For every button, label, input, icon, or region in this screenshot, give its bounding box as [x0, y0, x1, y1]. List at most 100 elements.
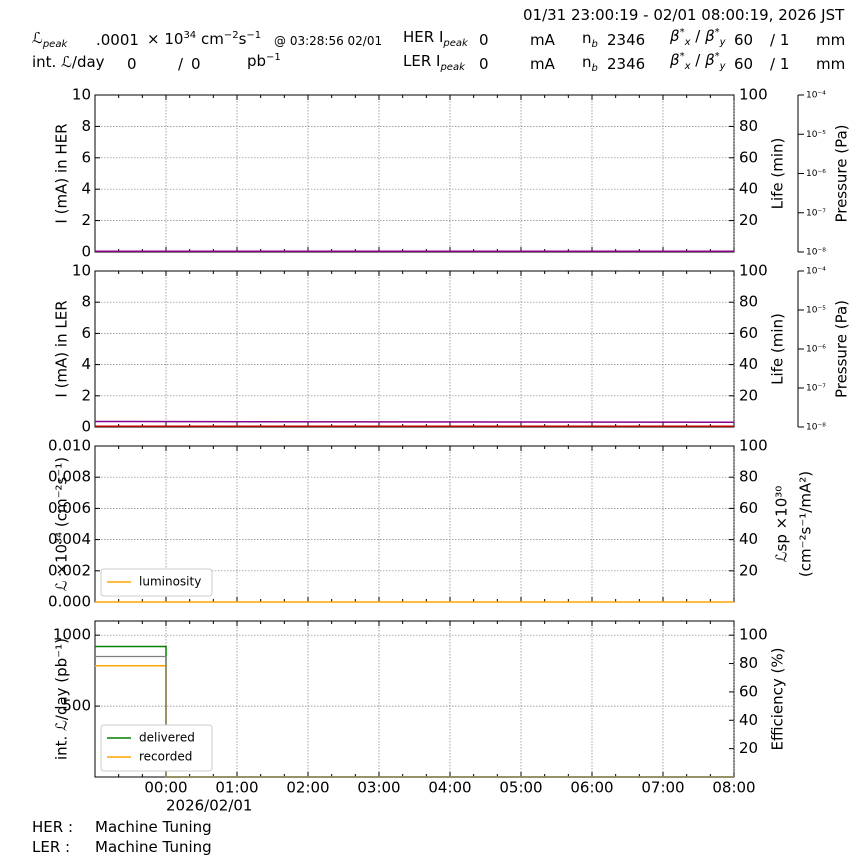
legend-label-recorded: recorded [139, 750, 192, 764]
y-right-tick-label: 60 [739, 148, 758, 166]
y-tick-label: 8 [81, 117, 91, 135]
y-right-tick-label: 60 [739, 682, 758, 700]
x-tick-label: 06:00 [570, 779, 613, 797]
pressure-tick-label: 10⁻⁸ [806, 423, 826, 433]
intl-unit: pb−1 [247, 52, 281, 70]
y-right-tick-label: 80 [739, 468, 758, 486]
y-tick-label: 500 [62, 697, 91, 715]
lpeak-label: ℒpeak [32, 29, 68, 50]
her-beta-unit: mm [816, 31, 846, 49]
x-tick-label: 02:00 [286, 779, 329, 797]
y-axis-label: int. ℒ/day (pb⁻¹) [53, 638, 71, 760]
y-right-tick-label: 80 [739, 293, 758, 311]
ler-beta-x: 60 [734, 55, 754, 73]
her-nb-value: 2346 [607, 31, 646, 49]
pressure-tick-label: 10⁻⁶ [806, 345, 826, 355]
ler-beta-y: / 1 [770, 55, 790, 73]
pressure-tick-label: 10⁻⁵ [806, 130, 826, 140]
her-ipeak-value: 0 [479, 31, 489, 49]
x-tick-label: 07:00 [641, 779, 684, 797]
ler-nb-label: nb [582, 53, 598, 74]
ler-status-value: Machine Tuning [95, 838, 212, 856]
pressure-axis-label: Pressure (Pa) [833, 300, 851, 398]
y-tick-label: 4 [81, 355, 91, 373]
x-tick-label: 01:00 [215, 779, 258, 797]
y-right-axis-label: Efficiency (%) [769, 648, 787, 751]
series-line-ler_current [94, 420, 735, 424]
x-tick-label: 04:00 [428, 779, 471, 797]
y-right-tick-label: 40 [739, 530, 758, 548]
legend-label-luminosity: luminosity [139, 575, 201, 589]
her-beta-y: / 1 [770, 31, 790, 49]
y-axis-label: I (mA) in LER [53, 300, 71, 397]
y-right-tick-label: 60 [739, 324, 758, 342]
y-right-tick-label: 80 [739, 654, 758, 672]
y-right-tick-label: 100 [739, 437, 768, 455]
panel-frame [94, 270, 735, 428]
ler-nb-value: 2346 [607, 55, 646, 73]
y-right-tick-label: 100 [739, 262, 768, 280]
legend-box [100, 568, 213, 597]
intl-value1: 0 [127, 55, 137, 73]
pressure-tick-label: 10⁻⁴ [806, 91, 826, 101]
y-right-tick-label: 20 [739, 561, 758, 579]
y-right-axis-label: ℒsp ×10³⁰ [773, 486, 791, 563]
pressure-axis-label: Pressure (Pa) [833, 124, 851, 222]
y-tick-label: 1000 [53, 626, 91, 644]
y-right-axis-label: Life (min) [769, 313, 787, 385]
her-status-value: Machine Tuning [95, 818, 212, 836]
ler-ipeak-label: LER Ipeak [403, 52, 465, 73]
y-tick-label: 0.002 [48, 561, 91, 579]
y-tick-label: 0.006 [48, 499, 91, 517]
ler-beta-label: β*x / β*y [670, 51, 726, 72]
y-tick-label: 10 [72, 262, 91, 280]
intl-slash: / [178, 55, 184, 73]
y-tick-label: 4 [81, 180, 91, 198]
her-ipeak-unit: mA [530, 31, 555, 49]
x-tick-label: 05:00 [499, 779, 542, 797]
ler-ipeak-unit: mA [530, 55, 555, 73]
y-tick-label: 0.010 [48, 437, 91, 455]
y-tick-label: 0.008 [48, 468, 91, 486]
y-right-tick-label: 20 [739, 211, 758, 229]
time-range: 01/31 23:00:19 - 02/01 08:00:19, 2026 JS… [523, 6, 845, 24]
pressure-tick-label: 10⁻⁶ [806, 169, 826, 179]
pressure-tick-label: 10⁻⁸ [806, 248, 826, 258]
y-right-axis-label: Life (min) [769, 138, 787, 210]
y-right-tick-label: 80 [739, 117, 758, 135]
x-tick-label: 08:00 [712, 779, 755, 797]
lpeak-unit: × 1034 cm−2s−1 [147, 30, 262, 48]
pressure-tick-label: 10⁻⁷ [806, 384, 826, 394]
x-tick-label: 03:00 [357, 779, 400, 797]
intl-value2: 0 [191, 55, 201, 73]
panel-frame [94, 94, 735, 253]
y-tick-label: 0 [81, 418, 91, 436]
lpeak-time: @ 03:28:56 02/01 [274, 34, 383, 48]
y-right-tick-label: 20 [739, 739, 758, 757]
y-tick-label: 10 [72, 86, 91, 104]
her-beta-label: β*x / β*y [670, 27, 726, 48]
her-ipeak-label: HER Ipeak [403, 28, 468, 49]
y-tick-label: 2 [81, 386, 91, 404]
y-axis-label: I (mA) in HER [53, 123, 71, 223]
y-tick-label: 0.000 [48, 593, 91, 611]
y-right-tick-label: 40 [739, 355, 758, 373]
her-status-label: HER : [32, 818, 74, 836]
y-tick-label: 6 [81, 324, 91, 342]
y-tick-label: 0.004 [48, 530, 91, 548]
y-right-tick-label: 60 [739, 499, 758, 517]
y-tick-label: 0 [81, 243, 91, 261]
y-right-axis-label-2: (cm⁻²s⁻¹/mA²) [797, 471, 815, 577]
ler-beta-unit: mm [816, 55, 846, 73]
x-tick-label: 00:00 [144, 779, 187, 797]
pressure-tick-label: 10⁻⁵ [806, 306, 826, 316]
y-tick-label: 8 [81, 293, 91, 311]
her-nb-label: nb [582, 29, 598, 50]
ler-status-label: LER : [32, 838, 71, 856]
y-tick-label: 2 [81, 211, 91, 229]
y-right-tick-label: 100 [739, 626, 768, 644]
y-right-tick-label: 100 [739, 86, 768, 104]
y-tick-label: 6 [81, 148, 91, 166]
lpeak-value: .0001 [96, 31, 139, 49]
